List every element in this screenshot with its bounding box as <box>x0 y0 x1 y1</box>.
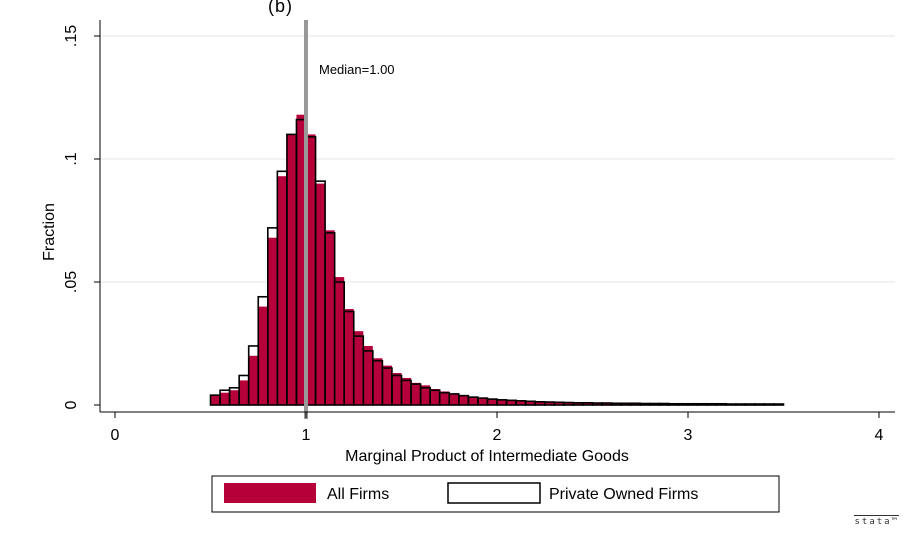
x-tick-label-4: 4 <box>875 427 884 444</box>
bar-all-firms-33 <box>525 401 536 405</box>
bar-all-firms-10 <box>306 134 316 405</box>
bar-all-firms-20 <box>401 377 412 405</box>
bar-private-owned-firms-46 <box>648 402 661 406</box>
median-label: Median=1.00 <box>319 62 395 77</box>
bar-private-owned-firms-54 <box>725 403 737 406</box>
panel-label: (b) <box>268 0 293 16</box>
bar-private-owned-firms-52 <box>706 402 718 406</box>
bar-private-owned-firms-47 <box>658 402 670 406</box>
bar-private-owned-firms-55 <box>734 403 747 406</box>
bar-all-firms-18 <box>382 365 392 405</box>
bar-all-firms-39 <box>582 402 593 405</box>
bar-all-firms-37 <box>563 402 574 405</box>
median-line-group: Median=1.00 <box>304 20 395 419</box>
bar-all-firms-41 <box>602 403 612 405</box>
bar-all-firms-30 <box>497 399 507 405</box>
bar-all-firms-29 <box>487 398 497 405</box>
legend-swatch-private-owned-firms <box>447 482 541 504</box>
bar-all-firms-1 <box>220 392 230 405</box>
bar-all-firms-9 <box>296 114 306 405</box>
bar-all-firms-31 <box>506 400 517 405</box>
bar-all-firms-4 <box>248 355 259 405</box>
legend-swatch-all-firms <box>224 483 316 503</box>
bar-private-owned-firms-59 <box>773 403 785 406</box>
bar-all-firms-26 <box>458 395 469 405</box>
bar-all-firms-0 <box>210 395 221 405</box>
y-axis-label: Fraction <box>41 203 58 261</box>
bar-private-owned-firms-50 <box>687 402 699 406</box>
bar-all-firms-12 <box>325 230 335 405</box>
bar-private-owned-firms-57 <box>754 403 766 406</box>
bar-all-firms-35 <box>544 401 555 405</box>
bar-private-owned-firms-53 <box>715 402 728 406</box>
legend-label-private-owned-firms: Private Owned Firms <box>549 486 698 503</box>
bar-all-firms-34 <box>535 401 545 405</box>
bar-all-firms-40 <box>592 402 603 405</box>
bar-all-firms-2 <box>229 390 240 405</box>
bar-all-firms-11 <box>315 183 326 405</box>
bar-all-firms-17 <box>372 358 383 405</box>
bar-all-firms-27 <box>468 396 478 405</box>
bar-all-firms-7 <box>277 176 287 405</box>
stata-logo: stata™ <box>854 515 899 527</box>
bar-all-firms-21 <box>411 382 421 405</box>
bar-all-firms-44 <box>630 403 641 405</box>
bar-all-firms-16 <box>363 345 373 405</box>
x-axis-label: Marginal Product of Intermediate Goods <box>345 448 629 465</box>
bar-all-firms-8 <box>286 134 297 405</box>
y-tick-label-2: .1 <box>63 152 80 165</box>
bar-all-firms-13 <box>334 277 345 405</box>
bar-all-firms-32 <box>516 400 526 405</box>
x-tick-label-0: 0 <box>111 427 120 444</box>
x-tick-label-3: 3 <box>684 427 693 444</box>
gridlines <box>100 35 895 283</box>
bars <box>209 114 785 406</box>
bar-private-owned-firms-58 <box>763 403 775 406</box>
bar-all-firms-3 <box>239 380 249 405</box>
y-tick-label-0: 0 <box>63 400 80 409</box>
x-tick-label-2: 2 <box>493 427 502 444</box>
bar-private-owned-firms-45 <box>639 402 651 406</box>
y-tick-label-3: .15 <box>63 25 80 47</box>
legend: All Firms Private Owned Firms <box>211 475 780 513</box>
bar-all-firms-5 <box>258 306 268 405</box>
bar-private-owned-firms-48 <box>668 402 680 406</box>
bar-all-firms-24 <box>439 391 450 405</box>
x-tick-label-1: 1 <box>302 427 311 444</box>
bar-all-firms-23 <box>430 389 440 405</box>
bar-private-owned-firms-51 <box>696 402 708 406</box>
axes <box>99 20 895 413</box>
x-ticks: 0 1 2 3 4 <box>111 412 884 444</box>
bar-all-firms-22 <box>420 385 431 405</box>
bar-all-firms-19 <box>391 373 402 405</box>
y-tick-label-1: .05 <box>63 271 80 293</box>
bar-private-owned-firms-49 <box>677 402 689 406</box>
bar-all-firms-43 <box>621 403 631 405</box>
bar-all-firms-36 <box>554 402 564 405</box>
bar-all-firms-38 <box>573 402 583 405</box>
bar-private-owned-firms-56 <box>744 403 756 406</box>
bar-all-firms-25 <box>449 393 459 405</box>
bar-all-firms-14 <box>344 309 354 405</box>
bar-all-firms-28 <box>477 397 488 405</box>
bar-all-firms-15 <box>353 331 364 405</box>
y-ticks: 0 .05 .1 .15 <box>63 25 100 409</box>
legend-label-all-firms: All Firms <box>327 486 389 503</box>
bar-all-firms-6 <box>267 237 278 405</box>
